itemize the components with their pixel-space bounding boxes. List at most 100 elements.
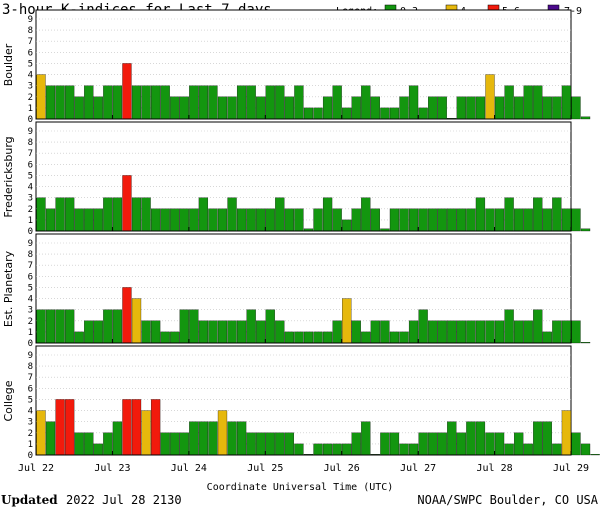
k-bar xyxy=(571,208,581,232)
k-bar xyxy=(590,454,600,456)
k-bar xyxy=(514,96,524,120)
k-bar xyxy=(150,208,161,232)
y-tick-label: 4 xyxy=(28,71,33,81)
y-tick-label: 7 xyxy=(28,149,33,159)
k-bar xyxy=(103,309,113,344)
k-bar xyxy=(131,197,142,232)
k-bar xyxy=(475,320,486,344)
k-bar xyxy=(160,208,170,232)
k-bar xyxy=(284,96,294,120)
k-bar xyxy=(189,309,199,344)
k-bar xyxy=(284,432,294,456)
k-bar xyxy=(542,421,552,456)
k-bar xyxy=(475,197,486,232)
k-bar xyxy=(103,432,113,456)
k-bar xyxy=(475,421,486,456)
k-bar xyxy=(437,208,447,232)
k-bar xyxy=(322,197,333,232)
x-tick-label: Jul 26 xyxy=(324,463,360,474)
k-bar xyxy=(112,309,123,344)
k-bar xyxy=(227,421,237,456)
k-bar xyxy=(160,85,170,120)
y-tick-label: 9 xyxy=(28,15,33,25)
y-tick-label: 8 xyxy=(28,138,33,148)
k-bar xyxy=(399,443,409,456)
updated-label: Updated xyxy=(1,493,58,507)
k-bar xyxy=(179,208,189,232)
y-tick-label: 3 xyxy=(28,418,33,428)
k-bar xyxy=(93,320,103,344)
k-bar xyxy=(342,443,352,456)
k-bar xyxy=(361,85,371,120)
k-bar xyxy=(122,63,132,120)
k-bar xyxy=(322,443,333,456)
y-tick-label: 3 xyxy=(28,194,33,204)
k-bar xyxy=(485,208,495,232)
y-tick-label: 1 xyxy=(28,216,33,226)
k-bar xyxy=(74,331,84,344)
x-tick-label: Jul 25 xyxy=(247,463,283,474)
y-tick-label: 0 xyxy=(28,451,33,461)
k-bar xyxy=(294,85,304,120)
k-bar xyxy=(179,96,189,120)
k-bar xyxy=(514,432,524,456)
k-bar xyxy=(523,208,533,232)
k-bar xyxy=(418,432,428,456)
k-bar xyxy=(93,96,103,120)
y-tick-label: 7 xyxy=(28,37,33,47)
panel-label: Est. Planetary xyxy=(2,250,15,327)
k-bar xyxy=(256,320,266,344)
k-bar xyxy=(552,443,562,456)
k-bar xyxy=(284,208,294,232)
k-bar xyxy=(399,208,409,232)
k-bar xyxy=(284,331,294,344)
y-tick-label: 2 xyxy=(28,93,33,103)
k-bar xyxy=(131,85,142,120)
k-bar xyxy=(447,421,457,456)
k-bar xyxy=(36,410,46,456)
k-bar xyxy=(485,432,495,456)
k-bar xyxy=(265,208,275,232)
k-bar xyxy=(170,331,180,344)
k-bar xyxy=(36,309,46,344)
k-bar xyxy=(408,320,419,344)
legend-item-7-9: 7-9 xyxy=(564,6,582,17)
k-bar xyxy=(246,208,256,232)
k-bar xyxy=(504,309,514,344)
k-bar xyxy=(437,96,447,120)
panel-label: College xyxy=(2,380,15,421)
k-bar xyxy=(332,208,342,232)
k-bar xyxy=(533,85,543,120)
y-tick-label: 9 xyxy=(28,351,33,361)
x-tick-label: Jul 23 xyxy=(94,463,130,474)
k-bar xyxy=(112,85,123,120)
k-bar xyxy=(389,331,400,344)
k-bar xyxy=(523,85,533,120)
k-bar xyxy=(246,432,256,456)
k-bar xyxy=(198,85,209,120)
k-bar xyxy=(74,432,84,456)
k-bar xyxy=(514,208,524,232)
k-bar xyxy=(236,421,247,456)
k-bar xyxy=(256,432,266,456)
k-bar xyxy=(361,331,371,344)
k-bar xyxy=(217,410,228,456)
y-tick-label: 4 xyxy=(28,183,33,193)
k-bar xyxy=(198,320,209,344)
k-bar xyxy=(294,443,304,456)
k-bar xyxy=(65,197,75,232)
y-tick-label: 5 xyxy=(28,395,33,405)
y-tick-label: 8 xyxy=(28,250,33,260)
k-bar xyxy=(552,96,562,120)
k-bar xyxy=(189,208,199,232)
k-bar xyxy=(141,85,151,120)
k-bar xyxy=(361,197,371,232)
k-bar xyxy=(437,432,447,456)
k-bar xyxy=(351,432,361,456)
k-bar xyxy=(112,421,123,456)
k-bar xyxy=(256,208,266,232)
source-credit: NOAA/SWPC Boulder, CO USA xyxy=(417,493,598,507)
k-bar xyxy=(303,107,314,120)
